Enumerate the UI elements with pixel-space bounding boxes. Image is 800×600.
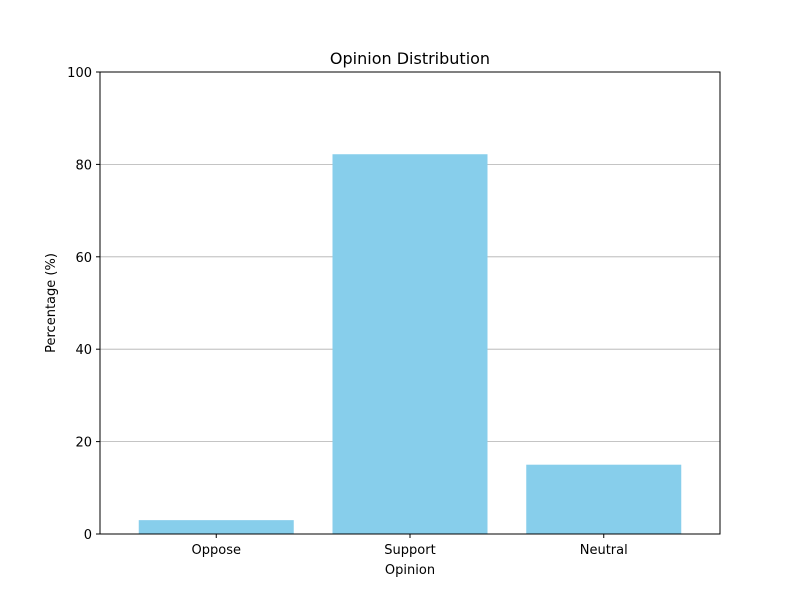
y-tick-label: 100 [67, 66, 92, 81]
bar-neutral [526, 464, 682, 534]
y-tick-label: 60 [75, 251, 92, 266]
bar-oppose [138, 520, 294, 534]
x-tick-label: Neutral [580, 543, 628, 558]
y-axis-label: Percentage (%) [44, 253, 59, 353]
x-axis-ticks: Oppose Support Neutral [192, 534, 628, 558]
chart-title: Opinion Distribution [330, 49, 490, 68]
bars [138, 154, 682, 534]
y-tick-label: 80 [75, 158, 92, 173]
x-tick-label: Oppose [192, 543, 241, 558]
x-tick-label: Support [384, 543, 435, 558]
bar-support [332, 154, 488, 534]
y-tick-label: 0 [84, 528, 92, 543]
y-tick-label: 40 [75, 343, 92, 358]
y-tick-label: 20 [75, 436, 92, 451]
y-axis-ticks: 0 20 40 60 80 100 [67, 66, 100, 543]
x-axis-label: Opinion [385, 563, 435, 578]
